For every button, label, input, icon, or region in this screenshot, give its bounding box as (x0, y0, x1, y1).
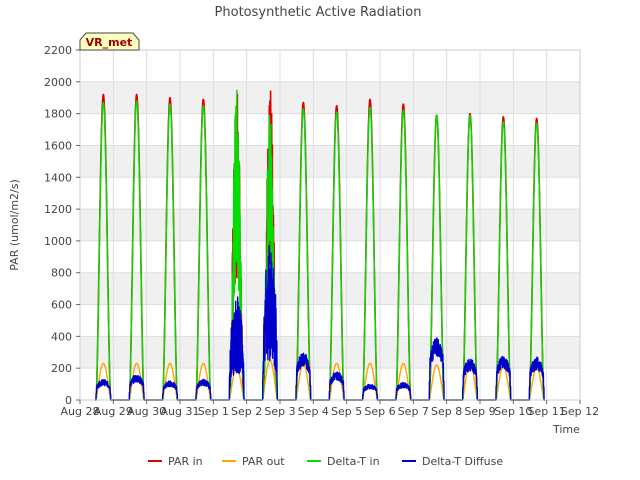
legend-label: PAR out (242, 455, 285, 468)
legend-label: Delta-T in (327, 455, 380, 468)
station-badge-shape (79, 32, 140, 51)
legend: PAR in PAR out Delta-T in Delta-T Diffuse (148, 455, 503, 468)
x-tick-label: Sep 4 (298, 405, 329, 418)
x-tick-label: Sep 3 (264, 405, 295, 418)
y-tick-label: 2000 (44, 76, 72, 89)
y-tick-label: 1400 (44, 171, 72, 184)
x-tick-label: Aug 28 (61, 405, 100, 418)
x-tick-label: Sep 8 (431, 405, 462, 418)
x-tick-label: Aug 30 (127, 405, 166, 418)
legend-entry: PAR out (222, 455, 285, 468)
plot-band (80, 272, 580, 305)
plot-band (80, 304, 580, 337)
x-tick-label: Sep 5 (331, 405, 362, 418)
y-tick-label: 1600 (44, 139, 72, 152)
plot-band (80, 50, 580, 82)
y-tick-label: 0 (65, 394, 72, 407)
y-tick-label: 600 (51, 299, 72, 312)
x-tick-label: Sep 12 (561, 405, 599, 418)
x-tick-label: Sep 7 (398, 405, 429, 418)
station-badge: VR_met (79, 32, 140, 51)
y-tick-label: 1800 (44, 108, 72, 121)
y-tick-label: 800 (51, 267, 72, 280)
legend-label: Delta-T Diffuse (422, 455, 503, 468)
x-tick-label: Sep 11 (528, 405, 566, 418)
x-tick-label: Sep 1 (198, 405, 229, 418)
legend-label: PAR in (168, 455, 203, 468)
x-tick-label: Sep 9 (464, 405, 495, 418)
y-tick-label: 2200 (44, 44, 72, 57)
plot-band (80, 240, 580, 273)
chart-title: Photosynthetic Active Radiation (215, 5, 422, 20)
plot-band (80, 177, 580, 210)
y-tick-label: 1200 (44, 203, 72, 216)
plot-band (80, 145, 580, 178)
plot-band (80, 113, 580, 146)
x-tick-label: Aug 29 (94, 405, 133, 418)
grid-lines (79, 49, 581, 401)
x-tick-label: Sep 10 (494, 405, 532, 418)
legend-entry: Delta-T in (307, 455, 380, 468)
x-tick-label: Aug 31 (161, 405, 200, 418)
x-axis-label: Time (552, 423, 580, 436)
legend-entry: Delta-T Diffuse (402, 455, 503, 468)
x-tick-label: Sep 6 (364, 405, 395, 418)
y-tick-label: 1000 (44, 235, 72, 248)
plot-bands (80, 50, 580, 400)
axes: 0 200 400 600 800 1000 1200 1400 1600 1800 2000 220… (44, 44, 599, 418)
plot-band (80, 209, 580, 241)
plot-band (80, 81, 580, 114)
plot-frame (79, 49, 581, 401)
y-axis-label: PAR (umol/m2/s) (8, 179, 21, 271)
station-badge-label: VR_met (86, 36, 133, 49)
legend-entry: PAR in (148, 455, 203, 468)
y-tick-label: 400 (51, 330, 72, 343)
x-tick-label: Sep 2 (231, 405, 262, 418)
y-tick-label: 200 (51, 362, 72, 375)
